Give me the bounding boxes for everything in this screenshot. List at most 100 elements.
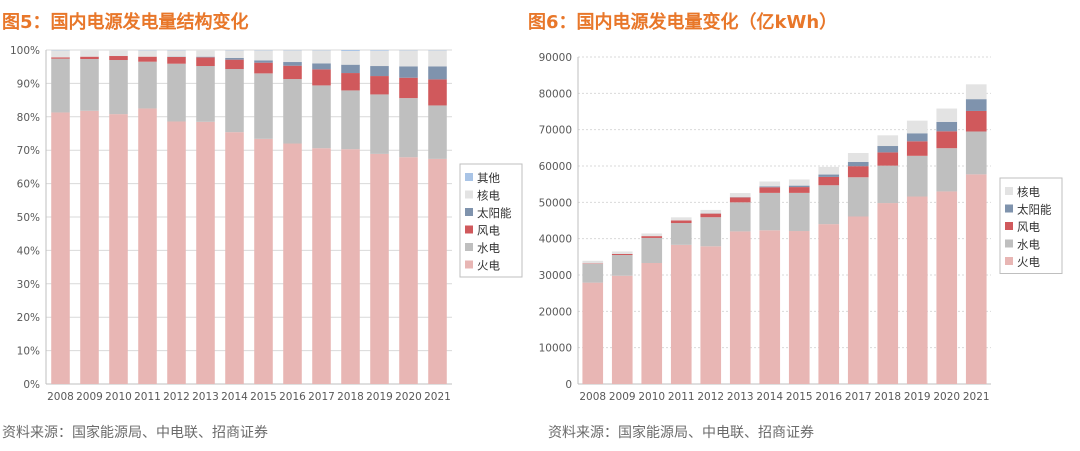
chart5-bar-wind-2020 — [399, 77, 418, 99]
chart6-bar-thermal-2016 — [818, 224, 840, 384]
chart6-ytick-label: 20000 — [539, 306, 572, 318]
chart6-bar-solar-2015 — [788, 185, 810, 188]
chart5-legend-swatch-solar — [465, 208, 473, 216]
chart5-bar-wind-2009 — [80, 56, 99, 60]
chart5-bar-thermal-2012 — [167, 121, 186, 384]
chart6-bar-hydro-2015 — [788, 192, 810, 232]
chart6-bar-hydro-2016 — [818, 185, 840, 225]
chart5-bar-hydro-2008 — [51, 58, 70, 113]
chart5-bar-thermal-2020 — [399, 157, 418, 384]
chart6-bar-thermal-2015 — [788, 231, 810, 384]
chart6-bar-solar-2020 — [936, 121, 958, 132]
chart6-bar-hydro-2020 — [936, 148, 958, 192]
chart5-ytick-label: 40% — [17, 245, 40, 257]
chart5-bar-hydro-2021 — [428, 105, 447, 159]
chart6-xtick-label: 2014 — [756, 391, 783, 403]
chart6-xtick-label: 2018 — [874, 391, 901, 403]
chart5-panel: 0% 10% 20% 30% 40% 50% 60% 70% 80% 90% 100% 2008 200… — [0, 0, 528, 451]
chart5-ytick-label: 80% — [17, 112, 40, 124]
chart5-xtick-label: 2020 — [395, 391, 422, 403]
chart5-ytick-label: 100% — [10, 45, 40, 57]
chart5-xtick-label: 2018 — [337, 391, 364, 403]
chart5-legend-swatch-thermal — [465, 260, 473, 269]
chart5-bar-solar-2013 — [196, 56, 215, 58]
chart5-xtick-label: 2014 — [221, 391, 248, 403]
chart6-ytick-label: 10000 — [539, 343, 572, 355]
chart6-bar-solar-2021 — [965, 99, 987, 111]
chart6-xtick-label: 2017 — [845, 391, 872, 403]
chart5-xtick-label: 2017 — [308, 391, 335, 403]
chart5-bar-solar-2019 — [370, 66, 389, 77]
chart6-bar-solar-2017 — [847, 162, 869, 167]
chart6-bar-hydro-2011 — [670, 223, 692, 245]
chart6-bar-thermal-2017 — [847, 216, 869, 384]
chart5-legend-swatch-wind — [465, 225, 473, 234]
chart6-bar-hydro-2008 — [582, 263, 604, 283]
chart6-bar-thermal-2014 — [759, 230, 781, 384]
chart5-bar-thermal-2010 — [109, 114, 128, 385]
chart5-bar-other-2019 — [370, 50, 389, 51]
chart5-bar-solar-2020 — [399, 66, 418, 78]
chart5-bar-hydro-2011 — [138, 61, 157, 109]
chart5-bar-thermal-2008 — [51, 112, 70, 384]
chart6-xtick-label: 2021 — [963, 391, 990, 403]
chart6-ytick-label: 80000 — [539, 88, 572, 100]
chart6-bar-nuclear-2015 — [788, 179, 810, 186]
chart6-xtick-label: 2010 — [638, 391, 665, 403]
chart6-bar-solar-2018 — [877, 146, 899, 153]
chart5-bar-thermal-2016 — [283, 143, 302, 384]
chart5-bar-nuclear-2012 — [167, 50, 186, 57]
chart6-bar-hydro-2017 — [847, 177, 869, 217]
chart6-bar-nuclear-2010 — [641, 233, 663, 237]
chart5-bar-hydro-2010 — [109, 60, 128, 115]
chart5-bar-wind-2018 — [341, 73, 360, 91]
chart5-bar-nuclear-2008 — [51, 50, 70, 58]
chart6-bar-thermal-2020 — [936, 191, 958, 384]
chart5-bar-solar-2016 — [283, 62, 302, 66]
chart6-bar-thermal-2013 — [729, 231, 751, 384]
chart6-bar-hydro-2019 — [906, 155, 928, 197]
chart6-xtick-label: 2011 — [668, 391, 695, 403]
chart5-bar-thermal-2018 — [341, 149, 360, 384]
chart6-bar-hydro-2018 — [877, 165, 899, 204]
chart5-svg: 0% 10% 20% 30% 40% 50% 60% 70% 80% 90% 100% 2008 200… — [10, 45, 523, 403]
chart6-bar-hydro-2021 — [965, 131, 987, 175]
chart5-bar-wind-2015 — [254, 62, 273, 74]
chart6-legend-label-wind: 风电 — [1017, 220, 1040, 234]
chart5-xtick-label: 2011 — [134, 391, 161, 403]
chart5-bar-wind-2011 — [138, 56, 157, 62]
chart5-bar-thermal-2009 — [80, 110, 99, 385]
chart5-ytick-label: 50% — [17, 212, 40, 224]
chart5-bar-wind-2012 — [167, 57, 186, 64]
chart6-svg: 0 10000 20000 30000 40000 50000 60000 70000 8000… — [539, 52, 1063, 403]
chart5-bar-thermal-2014 — [225, 132, 244, 384]
chart6-ytick-label: 0 — [565, 379, 572, 391]
chart5-bar-solar-2018 — [341, 64, 360, 74]
chart5-bar-thermal-2017 — [312, 148, 331, 384]
chart6-legend-label-thermal: 火电 — [1017, 255, 1040, 269]
chart5-bar-hydro-2014 — [225, 69, 244, 133]
chart6-bar-wind-2014 — [759, 187, 781, 193]
chart6-bar-nuclear-2019 — [906, 120, 928, 134]
chart6-bar-wind-2013 — [729, 197, 751, 203]
chart6-ytick-label: 60000 — [539, 161, 572, 173]
chart6-title: 图6：国内电源发电量变化（亿kWh） — [528, 12, 838, 33]
chart6-bar-nuclear-2020 — [936, 108, 958, 122]
chart6-bar-hydro-2014 — [759, 192, 781, 231]
chart5-legend-box — [459, 163, 523, 278]
chart5-bar-hydro-2020 — [399, 98, 418, 158]
chart5-bar-nuclear-2017 — [312, 50, 331, 64]
chart6-bar-nuclear-2018 — [877, 135, 899, 147]
chart6-bar-thermal-2021 — [965, 174, 987, 384]
chart5-bar-hydro-2013 — [196, 66, 215, 122]
chart5-bar-nuclear-2010 — [109, 50, 128, 57]
chart5-legend-label-nuclear: 核电 — [477, 189, 500, 203]
chart5-bar-nuclear-2011 — [138, 50, 157, 57]
chart5-bar-solar-2021 — [428, 66, 447, 80]
chart6-xtick-label: 2013 — [727, 391, 754, 403]
chart5-xtick-label: 2013 — [192, 391, 219, 403]
chart5-ytick-label: 20% — [17, 312, 40, 324]
chart5-bar-nuclear-2015 — [254, 50, 273, 61]
chart6-panel: 0 10000 20000 30000 40000 50000 60000 70000 8000… — [528, 0, 1080, 451]
chart6-legend-swatch-thermal — [1005, 257, 1013, 265]
